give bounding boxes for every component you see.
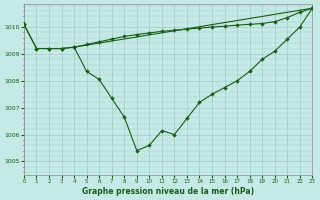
- X-axis label: Graphe pression niveau de la mer (hPa): Graphe pression niveau de la mer (hPa): [82, 187, 254, 196]
